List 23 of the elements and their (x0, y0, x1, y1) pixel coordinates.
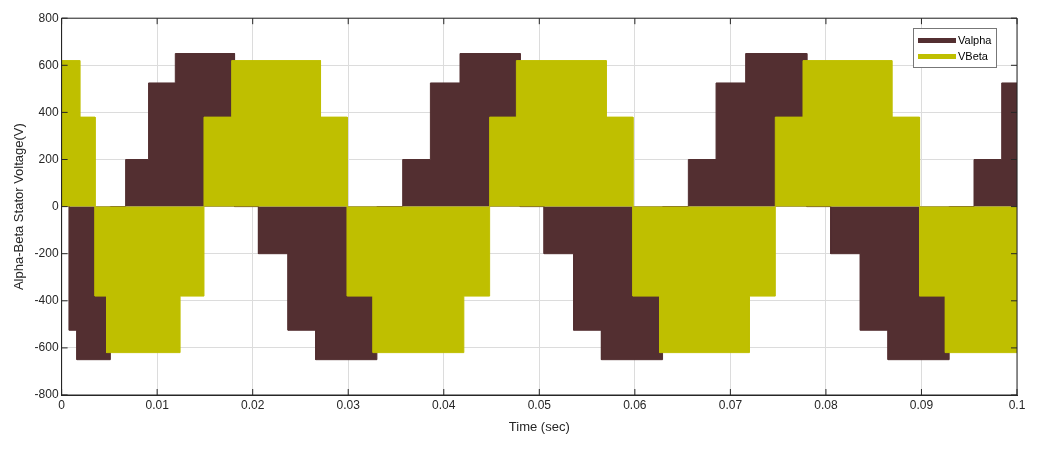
legend-label: VBeta (958, 49, 988, 65)
x-tick-label: 0.02 (241, 397, 265, 412)
x-tick-label: 0.06 (623, 397, 647, 412)
y-tick-label: 0 (51, 198, 59, 213)
y-tick-label: 400 (38, 104, 59, 119)
y-tick-label: -200 (34, 246, 59, 261)
y-tick-label: 200 (38, 151, 59, 166)
x-axis-title: Time (sec) (508, 418, 570, 434)
x-tick-label: 0.04 (432, 397, 456, 412)
legend-label: Valpha (958, 33, 992, 49)
y-tick-label: -400 (34, 293, 59, 308)
x-tick-label: 0.09 (909, 397, 934, 412)
y-tick-label: 600 (38, 57, 59, 72)
y-tick-label: -600 (34, 340, 59, 355)
y-tick-label: 800 (38, 10, 59, 25)
y-tick-label: -800 (34, 387, 59, 402)
x-tick-label: 0.07 (718, 397, 743, 412)
x-tick-label: 0.1 (1008, 397, 1026, 412)
x-tick-label: 0.05 (527, 397, 552, 412)
y-axis-title: Alpha-Beta Stator Voltage(V) (11, 123, 27, 291)
x-tick-label: 0.08 (814, 397, 838, 412)
x-tick-label: 0.03 (336, 397, 361, 412)
x-tick-label: 0.01 (145, 397, 170, 412)
